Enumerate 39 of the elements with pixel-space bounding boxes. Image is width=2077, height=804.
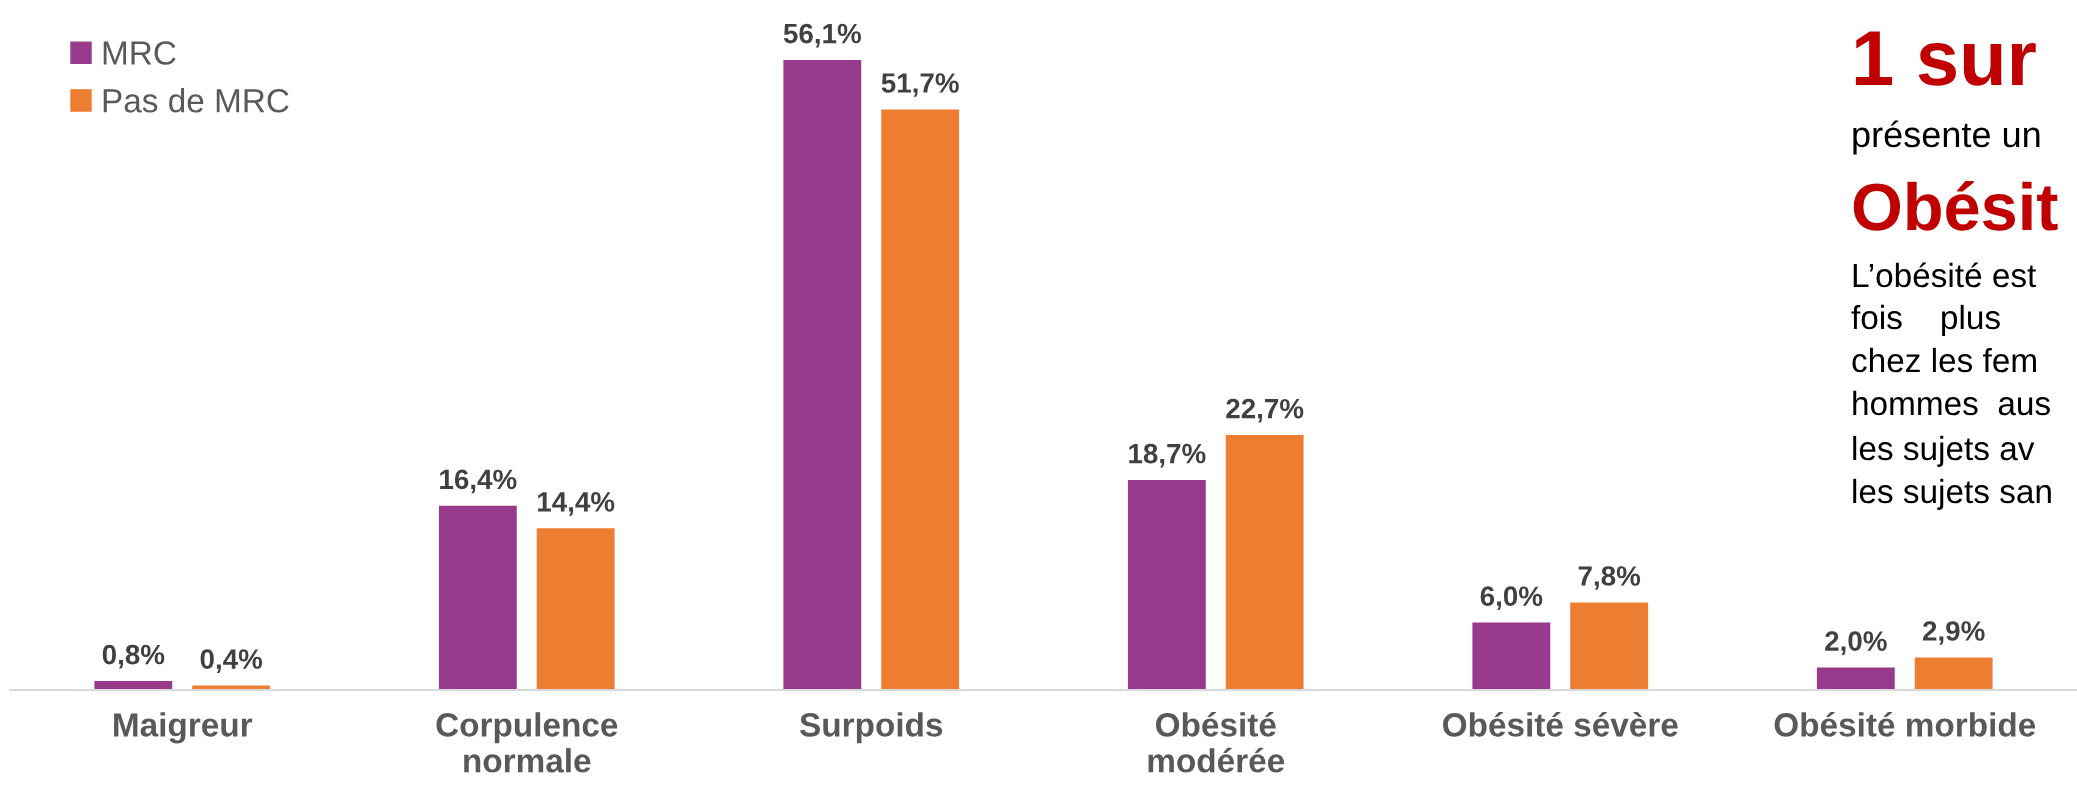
annotation: Obésit: [1853, 181, 2058, 231]
bar: [881, 109, 960, 690]
annotation: les sujets av: [1853, 435, 2035, 467]
bar: [536, 528, 615, 690]
legend-label: Pas de MRC: [103, 88, 289, 113]
bar: [1816, 667, 1895, 690]
annotation: hommes aus: [1853, 390, 2050, 416]
bar: [1127, 480, 1206, 690]
data-label: 14,4%: [538, 492, 615, 516]
data-label: 56,1%: [783, 23, 861, 48]
annotation: les sujets san: [1853, 478, 2051, 510]
annotation: chez les fem: [1852, 347, 2036, 373]
bar: [1225, 435, 1304, 690]
x-tick-label: Obésité sévère: [1443, 711, 1678, 737]
legend-label: MRC: [103, 41, 176, 65]
bar: [1570, 602, 1649, 690]
annotation: présente un: [1853, 120, 2040, 155]
bar: [1914, 657, 1993, 690]
x-tick-label: Obésité modérée: [1148, 711, 1285, 773]
data-label: 2,0%: [1825, 631, 1887, 655]
x-tick-label: Corpulence normale: [436, 712, 618, 773]
x-tick-label: Surpoids: [799, 712, 943, 744]
data-label: 18,7%: [1129, 443, 1206, 468]
bar: [438, 505, 517, 690]
x-tick-label: Maigreur: [114, 712, 253, 744]
data-label: 0,8%: [102, 644, 165, 669]
annotation: L’obésité est: [1853, 262, 2037, 288]
data-label: 7,8%: [1578, 566, 1641, 590]
bar: [1472, 622, 1551, 690]
annotation: fois plus: [1851, 304, 2000, 336]
data-label: 6,0%: [1480, 586, 1543, 611]
data-label: 0,4%: [200, 649, 263, 673]
annotation: 1 sur: [1855, 31, 2036, 86]
data-label: 22,7%: [1226, 398, 1304, 423]
bar: [783, 60, 862, 690]
data-label: 2,9%: [1922, 621, 1985, 645]
data-label: 51,7%: [881, 73, 959, 97]
data-label: 16,4%: [440, 469, 517, 494]
x-tick-label: Obésité morbide: [1774, 711, 2036, 737]
